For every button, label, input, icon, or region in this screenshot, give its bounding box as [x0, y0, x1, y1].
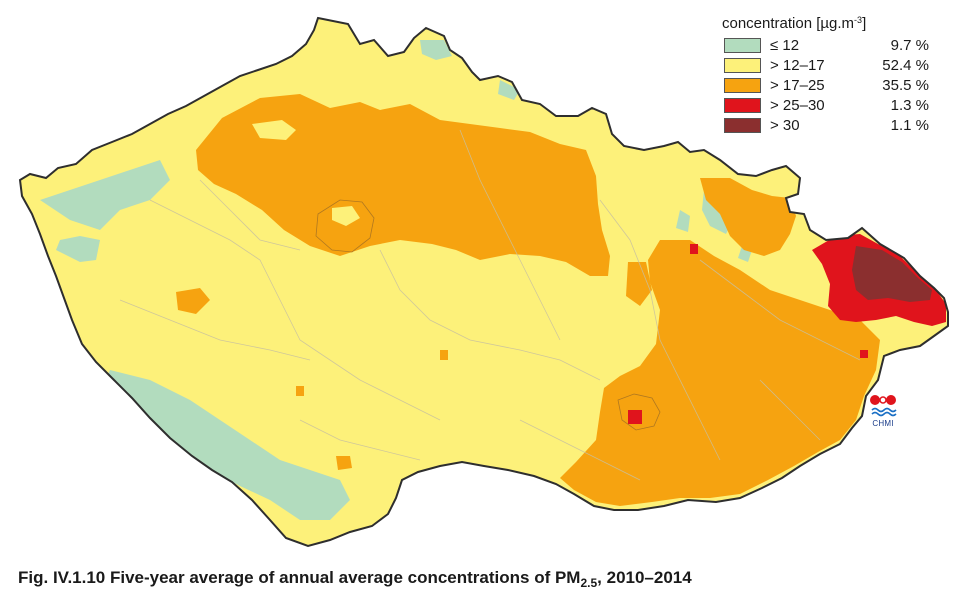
legend-item: > 17–25 35.5 % [722, 76, 937, 96]
legend-label: > 17–25 [770, 77, 825, 94]
chmi-logo: CHMI [868, 392, 898, 428]
legend-percent: 35.5 % [882, 77, 929, 94]
zone-low-west [40, 160, 170, 230]
legend-swatch [724, 38, 761, 53]
legend-swatch [724, 58, 761, 73]
legend-item: > 30 1.1 % [722, 116, 937, 136]
legend-swatch [724, 118, 761, 133]
legend-percent: 1.1 % [890, 117, 929, 134]
map-legend: concentration [µg.m-3] ≤ 12 9.7 % > 12–1… [722, 14, 937, 136]
legend-item: ≤ 12 9.7 % [722, 36, 937, 56]
legend-percent: 9.7 % [890, 37, 929, 54]
zone-east-moravia [560, 240, 880, 506]
chmi-logo-text: CHMI [872, 419, 894, 428]
chmi-logo-icon [870, 395, 897, 417]
zone-north-band [196, 94, 610, 276]
legend-swatch [724, 78, 761, 93]
legend-label: > 12–17 [770, 57, 825, 74]
zone-karvina [852, 246, 932, 302]
legend-percent: 52.4 % [882, 57, 929, 74]
legend-label: ≤ 12 [770, 37, 800, 54]
legend-title: concentration [µg.m-3] [722, 15, 867, 32]
legend-swatch [724, 98, 761, 113]
zone-brno [617, 393, 661, 431]
legend-label: > 25–30 [770, 97, 825, 114]
figure-caption: Fig. IV.1.10 Five-year average of annual… [18, 568, 692, 590]
map [19, 17, 949, 547]
legend-label: > 30 [770, 117, 800, 134]
zone-prague [315, 199, 375, 253]
legend-item: > 25–30 1.3 % [722, 96, 937, 116]
legend-item: > 12–17 52.4 % [722, 56, 937, 76]
legend-percent: 1.3 % [890, 97, 929, 114]
